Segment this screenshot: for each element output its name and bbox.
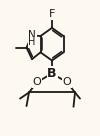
Text: F: F	[49, 9, 55, 19]
Text: N: N	[28, 30, 36, 40]
Text: B: B	[47, 67, 57, 80]
Text: O: O	[33, 77, 41, 87]
Text: O: O	[63, 77, 71, 87]
Text: H: H	[28, 37, 36, 47]
